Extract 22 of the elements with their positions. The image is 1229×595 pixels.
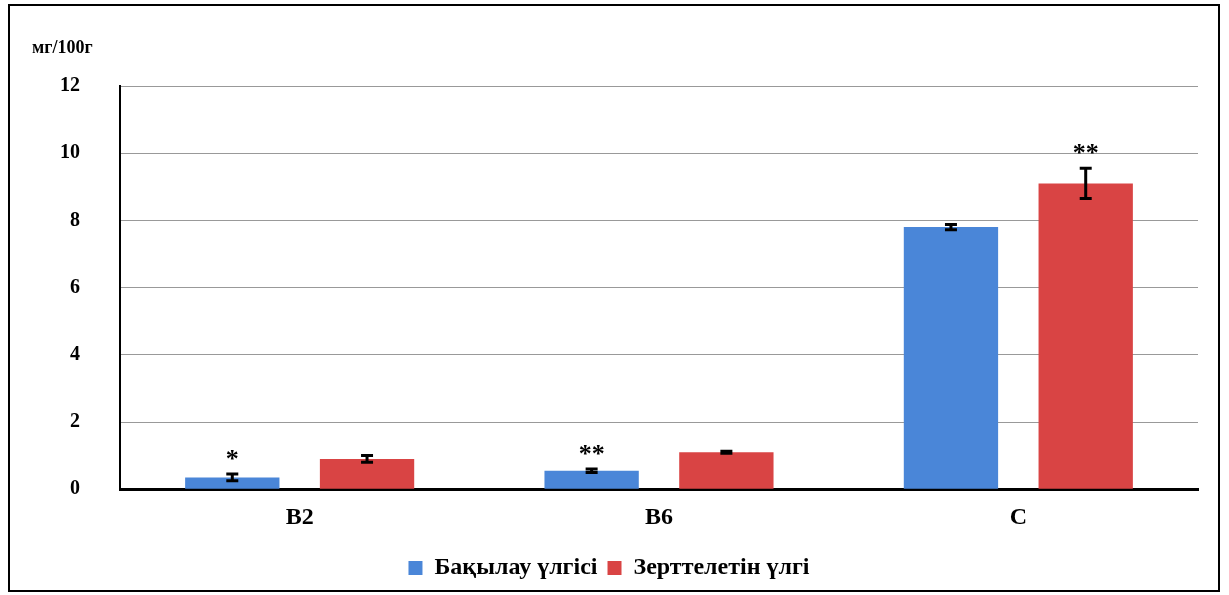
data-label: ** bbox=[578, 438, 605, 468]
data-label: ** bbox=[1072, 138, 1099, 168]
bar bbox=[544, 470, 639, 489]
x-tick-label: B6 bbox=[644, 502, 674, 529]
bar bbox=[185, 477, 280, 489]
y-tick-label: 8 bbox=[70, 207, 80, 230]
y-tick-label: 0 bbox=[70, 476, 80, 499]
x-tick-label: C bbox=[1009, 502, 1028, 529]
bar bbox=[319, 458, 415, 489]
y-tick-label: 10 bbox=[60, 140, 80, 163]
bar bbox=[679, 452, 774, 489]
data-label: * bbox=[225, 443, 239, 473]
legend-label: Бақылау үлгісі bbox=[434, 553, 598, 580]
bar bbox=[903, 227, 999, 489]
y-tick-label: 12 bbox=[60, 73, 80, 96]
x-tick-label: B2 bbox=[285, 502, 314, 529]
y-tick-label: 2 bbox=[70, 409, 80, 432]
y-tick-label: 6 bbox=[70, 274, 80, 297]
legend-label: Зерттелетін үлгі bbox=[633, 553, 810, 580]
y-axis-title: мг/100г bbox=[32, 36, 93, 57]
bar bbox=[1038, 183, 1133, 489]
y-tick-label: 4 bbox=[70, 341, 80, 364]
